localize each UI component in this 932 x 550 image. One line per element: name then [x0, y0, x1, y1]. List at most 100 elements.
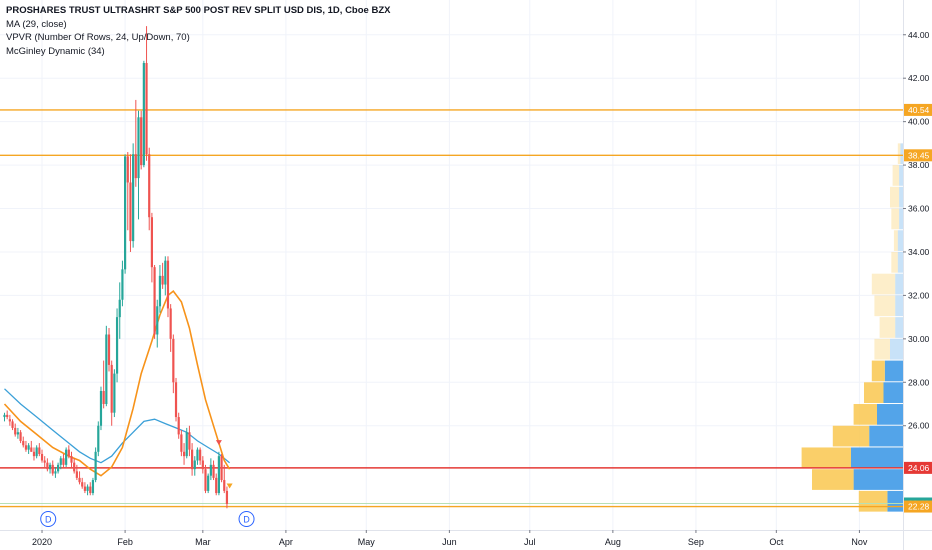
candle-body	[51, 464, 54, 474]
candle-body	[46, 462, 49, 470]
candle-body	[137, 117, 140, 179]
candle-body	[207, 475, 210, 491]
candle-body	[54, 471, 57, 474]
volume-profile-down-bar	[884, 360, 903, 382]
candle-body	[153, 267, 156, 335]
volume-profile-up-bar	[879, 317, 896, 338]
volume-profile-up-bar	[858, 490, 888, 512]
volume-profile-up-bar	[871, 360, 885, 382]
volume-profile-down-bar	[853, 469, 903, 490]
candle-body	[14, 427, 17, 435]
x-tick-label: Jun	[442, 537, 457, 547]
candle-body	[166, 260, 170, 309]
volume-profile-up-bar	[897, 143, 901, 165]
candle-body	[22, 440, 25, 446]
candle-body	[199, 449, 202, 461]
x-tick-label: Oct	[769, 537, 784, 547]
candle-body	[142, 62, 145, 166]
volume-profile-down-bar	[895, 317, 903, 338]
candle-body	[209, 464, 212, 476]
signal-marker-icon	[215, 440, 222, 446]
y-tick-label: 36.00	[908, 204, 930, 214]
candle-body	[19, 432, 22, 441]
candle-body	[89, 486, 92, 494]
price-level-tag	[904, 149, 932, 162]
y-tick-label: 34.00	[908, 247, 930, 257]
volume-profile-up-bar	[890, 186, 900, 208]
candle-body	[145, 62, 148, 155]
volume-profile-down-bar	[900, 143, 903, 165]
volume-profile-down-bar	[895, 295, 903, 317]
candle-body	[113, 373, 116, 413]
candle-body	[70, 456, 73, 463]
price-axis-panel	[903, 0, 932, 550]
candle-body	[38, 447, 41, 454]
y-tick-label: 40.00	[908, 117, 930, 127]
price-level-tag	[904, 500, 932, 513]
volume-profile-up-bar	[871, 273, 896, 295]
candle-body	[217, 456, 220, 494]
candle-body	[126, 156, 129, 183]
candle-body	[86, 486, 89, 491]
x-tick-label: Aug	[605, 537, 621, 547]
signal-marker-icon	[226, 483, 233, 489]
candle-body	[48, 464, 52, 470]
candle-body	[30, 447, 33, 452]
candle-body	[225, 490, 229, 504]
candle-body	[169, 308, 172, 339]
candle-body	[193, 460, 196, 470]
candle-body	[67, 449, 70, 457]
candle-body	[118, 299, 121, 318]
candle-body	[27, 445, 30, 450]
volume-profile-up-bar	[874, 338, 890, 360]
price-level-tag	[904, 461, 932, 474]
candle-body	[11, 421, 14, 428]
volume-profile-down-bar	[877, 404, 903, 425]
y-tick-label: 42.00	[908, 73, 930, 83]
candle-body	[3, 414, 6, 418]
candle-body	[8, 419, 11, 422]
candle-body	[121, 269, 124, 300]
candle-body	[107, 334, 111, 365]
candle-body	[182, 451, 186, 457]
candle-body	[150, 217, 153, 268]
y-tick-label: 30.00	[908, 334, 930, 344]
volume-profile-down-bar	[890, 338, 903, 360]
volume-profile-down-bar	[869, 425, 903, 447]
candle-body	[16, 432, 19, 435]
candle-body	[32, 451, 36, 457]
indicator-vpvr-label[interactable]: VPVR (Number Of Rows, 24, Up/Down, 70)	[6, 32, 190, 43]
symbol-title: PROSHARES TRUST ULTRASHRT S&P 500 POST R…	[6, 5, 391, 16]
indicator-ma-label[interactable]: MA (29, close)	[6, 18, 67, 30]
candle-body	[75, 471, 78, 478]
candle-body	[35, 447, 38, 457]
candle-body	[24, 445, 28, 450]
volume-profile-up-bar	[874, 295, 896, 317]
candle-body	[201, 460, 204, 470]
candle-body	[215, 477, 218, 494]
volume-profile-down-bar	[899, 186, 903, 208]
volume-profile-down-bar	[899, 208, 903, 230]
dividend-event-label: D	[45, 514, 52, 524]
x-tick-label: May	[358, 537, 376, 547]
x-tick-label: Mar	[195, 537, 211, 547]
candle-body	[94, 451, 97, 481]
candle-body	[220, 456, 223, 481]
candle-body	[156, 306, 159, 335]
dividend-event-icon	[238, 511, 255, 527]
candle-body	[65, 449, 68, 465]
candle-body	[59, 458, 62, 465]
volume-profile-up-bar	[801, 447, 851, 469]
candle-body	[129, 182, 132, 242]
x-tick-label: Feb	[117, 537, 133, 547]
indicator-mcginley-label[interactable]: McGinley Dynamic (34)	[6, 45, 105, 57]
mcginley-dynamic-line	[4, 388, 231, 464]
candle-body	[223, 480, 226, 491]
volume-profile-down-bar	[883, 382, 903, 404]
volume-profile-down-bar	[851, 447, 903, 469]
volume-profile-down-bar	[897, 251, 903, 273]
candle-body	[212, 464, 215, 478]
candle-body	[140, 117, 143, 166]
